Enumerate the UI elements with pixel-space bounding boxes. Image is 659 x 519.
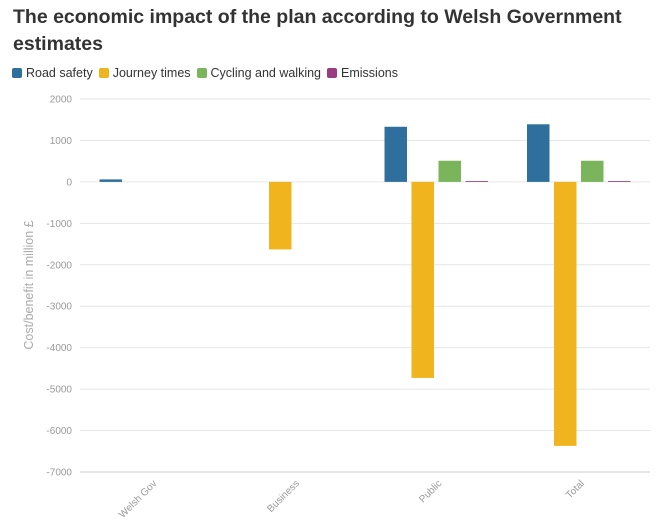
y-tick-label: -3000 [46,302,72,313]
x-tick-label: Public [417,478,444,505]
x-tick-label: Business [265,478,301,514]
legend-item-journey-times[interactable]: Journey times [98,66,191,80]
y-tick-label: -5000 [46,385,72,396]
y-tick-label: -1000 [46,219,72,230]
bar-road-safety [384,126,407,182]
x-tick-label: Total [564,478,587,501]
y-tick-label: 0 [66,177,72,188]
y-axis-label: Cost/benefit in million £ [22,220,36,349]
y-tick-label: 2000 [50,95,73,106]
bar-road-safety [527,124,550,182]
legend-swatch-cycling-walking [196,68,207,78]
bar-road-safety [99,179,122,182]
chart-title: The economic impact of the plan accordin… [13,6,622,55]
bar-cycling-and-walking [438,160,461,182]
bar-journey-times [411,181,434,378]
legend-label-journey-times: Journey times [112,66,191,80]
y-tick-label: -4000 [46,343,72,354]
bar-journey-times [554,181,577,446]
legend-swatch-emissions [327,68,338,78]
x-tick-label: Welsh Gov [117,478,159,519]
legend-swatch-journey-times [98,68,109,78]
y-tick-label: -6000 [46,426,72,437]
legend-label-emissions: Emissions [341,66,398,80]
bar-emissions [608,181,631,182]
bar-emissions [465,181,488,182]
legend-item-cycling-walking[interactable]: Cycling and walking [196,66,322,80]
legend-swatch-road-safety [12,68,22,78]
y-tick-label: -2000 [46,260,72,271]
chart-legend: Road safety Journey times Cycling and wa… [12,64,404,82]
legend-item-emissions[interactable]: Emissions [327,66,398,80]
legend-item-road-safety[interactable]: Road safety [12,66,93,80]
bar-journey-times [269,181,292,250]
bars [99,124,631,446]
bar-cycling-and-walking [581,160,604,182]
legend-label-cycling-walking: Cycling and walking [210,66,322,80]
y-tick-label: -7000 [46,468,72,479]
legend-label-road-safety: Road safety [26,66,93,80]
y-tick-label: 1000 [50,136,73,147]
